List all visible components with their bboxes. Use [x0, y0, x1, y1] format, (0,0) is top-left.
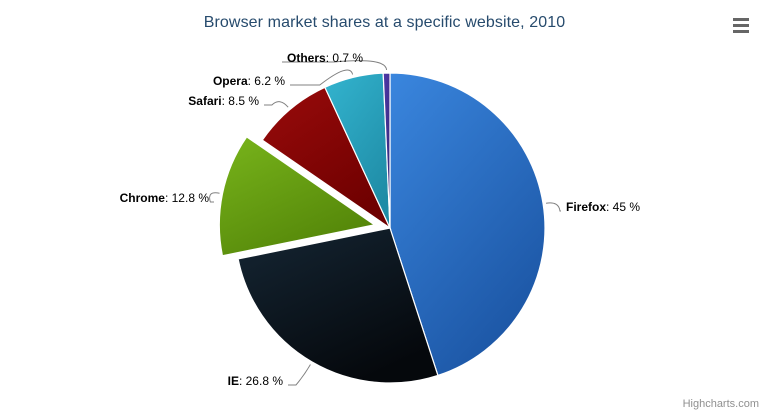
connector-safari	[264, 101, 289, 108]
hamburger-bar-3	[733, 29, 749, 33]
pie-slice-ie[interactable]	[237, 227, 439, 384]
connector-opera	[290, 69, 354, 86]
connector-firefox	[545, 202, 561, 212]
data-label-chrome: Chrome: 12.8 %	[120, 191, 210, 205]
hamburger-menu-icon[interactable]	[729, 14, 753, 36]
pie-slice-chrome[interactable]	[218, 136, 376, 257]
connector-chrome	[209, 192, 220, 203]
data-label-opera: Opera: 6.2 %	[213, 74, 285, 88]
data-label-ie: IE: 26.8 %	[228, 374, 284, 388]
data-label-others: Others: 0.7 %	[287, 51, 363, 65]
data-label-safari: Safari: 8.5 %	[188, 94, 259, 108]
pie-slices-group	[218, 72, 546, 384]
data-labels-group: Firefox: 45 % IE: 26.8 % Chrome: 12.8 % Saf…	[120, 51, 641, 388]
data-label-firefox: Firefox: 45 %	[566, 200, 640, 214]
pie-slice-firefox[interactable]	[389, 72, 546, 377]
connector-ie	[288, 364, 311, 386]
pie-slice-others[interactable]	[382, 72, 391, 229]
credits-link[interactable]: Highcharts.com	[682, 398, 759, 410]
chart-title: Browser market shares at a specific webs…	[203, 14, 566, 31]
hamburger-bar-1	[733, 17, 749, 21]
hamburger-bar-2	[733, 23, 749, 27]
connector-others	[282, 60, 388, 71]
data-label-connectors-group	[209, 60, 561, 386]
